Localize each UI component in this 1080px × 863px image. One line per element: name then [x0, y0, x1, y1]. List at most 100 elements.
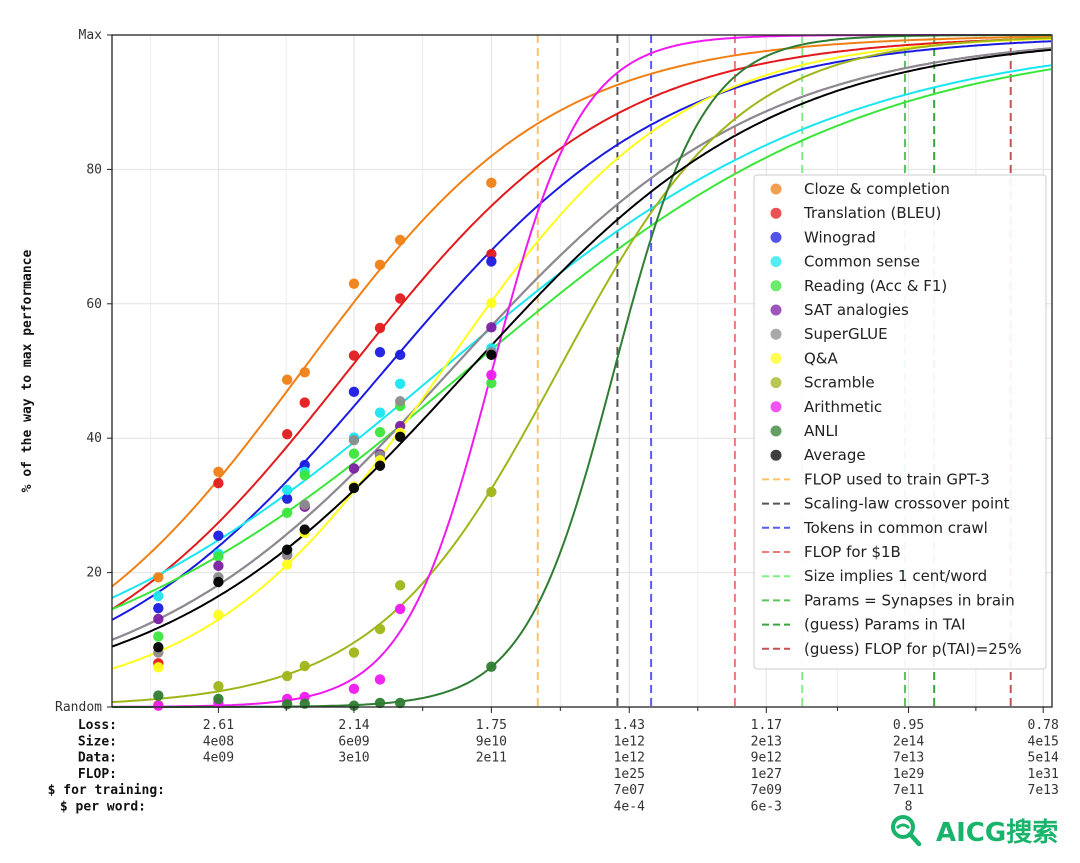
data-point [486, 177, 497, 189]
data-point [374, 623, 386, 635]
legend-label: SAT analogies [804, 301, 909, 319]
data-point [374, 674, 386, 685]
data-point [153, 590, 164, 602]
legend-label: Cloze & completion [804, 180, 950, 198]
x-row-label: Size: [78, 734, 117, 749]
x-column-label: 6e-3 [751, 800, 782, 815]
data-point [299, 367, 310, 378]
data-point [486, 661, 497, 672]
data-point [394, 293, 406, 304]
x-column-label: 4e-4 [614, 800, 645, 815]
x-column-label: 1.17 [751, 718, 782, 733]
y-tick-label: Max [79, 28, 103, 43]
data-point [374, 426, 386, 438]
y-axis-ticks: Random 20 40 60 80 Max [55, 28, 112, 715]
data-point [153, 690, 164, 701]
data-point [486, 369, 497, 381]
x-column-label: 2.61 [203, 718, 234, 733]
y-tick-label: Random [55, 700, 102, 715]
legend-marker [770, 183, 782, 195]
legend-label: Reading (Acc & F1) [804, 277, 947, 295]
data-point [299, 397, 310, 408]
data-point [394, 378, 406, 389]
data-point [213, 560, 224, 572]
x-column-label: 7e13 [893, 751, 924, 766]
x-column-label: 7e07 [614, 783, 645, 798]
data-point [153, 700, 164, 711]
fit-curve [111, 37, 1052, 611]
legend-marker [770, 207, 782, 219]
data-point [213, 478, 224, 489]
data-point [374, 697, 386, 709]
x-row-label: Loss: [78, 718, 117, 733]
legend-label: Average [804, 446, 866, 464]
data-point [299, 660, 310, 672]
data-point [486, 248, 497, 260]
x-column-label: 9e12 [751, 751, 782, 766]
fit-curve [111, 64, 1052, 599]
x-column-label: 4e09 [203, 751, 234, 766]
fit-curve [111, 47, 1052, 641]
fit-curve [111, 48, 1052, 648]
data-point [281, 544, 293, 555]
x-column-label: 2e13 [751, 734, 782, 749]
x-column-label: 6e09 [338, 734, 369, 749]
data-point [374, 407, 386, 418]
fit-curve [111, 68, 1052, 611]
data-point [348, 700, 360, 711]
data-point [348, 647, 360, 658]
data-point [213, 609, 224, 621]
data-point [281, 670, 293, 682]
fit-curve [111, 35, 1051, 588]
legend-marker [770, 280, 782, 292]
data-point [486, 297, 497, 309]
watermark-text: AICG搜索 [936, 818, 1059, 848]
x-column-label: 5e14 [1028, 751, 1059, 766]
data-point [153, 641, 164, 653]
data-point [299, 499, 310, 510]
data-point [213, 551, 224, 562]
data-point [299, 698, 310, 709]
y-tick-label: 20 [86, 566, 102, 581]
data-point [153, 603, 164, 614]
data-point [394, 580, 406, 591]
data-point [348, 448, 360, 459]
data-point [153, 613, 164, 625]
y-tick-label: 40 [86, 431, 102, 446]
legend-label: Tokens in common crawl [803, 519, 988, 537]
x-column-label: 1e29 [893, 767, 924, 782]
data-point [213, 680, 224, 692]
legend-label: SuperGLUE [804, 325, 888, 343]
y-axis-title: % of the way to max performance [20, 250, 35, 493]
legend-marker [770, 425, 782, 437]
legend-label: Q&A [804, 349, 839, 367]
x-column-label: 2e11 [476, 751, 507, 766]
x-column-label: 1e31 [1028, 767, 1059, 782]
data-point [394, 431, 406, 443]
data-point [281, 699, 293, 710]
data-point [299, 469, 310, 481]
x-column-label: 1.75 [476, 718, 507, 733]
x-row-label: $ for training: [48, 783, 165, 798]
legend-label: Scaling-law crossover point [804, 495, 1010, 513]
data-point [213, 530, 224, 541]
data-point [486, 256, 497, 267]
legend-marker [770, 352, 782, 364]
y-tick-label: 60 [86, 297, 102, 312]
data-point [213, 466, 224, 477]
data-point [299, 524, 310, 535]
legend-marker [770, 449, 782, 461]
x-column-label: 8 [905, 800, 913, 815]
fit-curve [111, 37, 1052, 670]
data-point [394, 603, 406, 615]
x-column-label: 3e10 [338, 751, 369, 766]
legend-box [753, 174, 1047, 670]
legend-label: FLOP for $1B [804, 543, 901, 561]
data-point [281, 559, 293, 570]
legend-marker [770, 401, 782, 413]
data-point [281, 374, 293, 385]
data-point [213, 576, 224, 588]
x-column-label: 1e12 [614, 734, 645, 749]
